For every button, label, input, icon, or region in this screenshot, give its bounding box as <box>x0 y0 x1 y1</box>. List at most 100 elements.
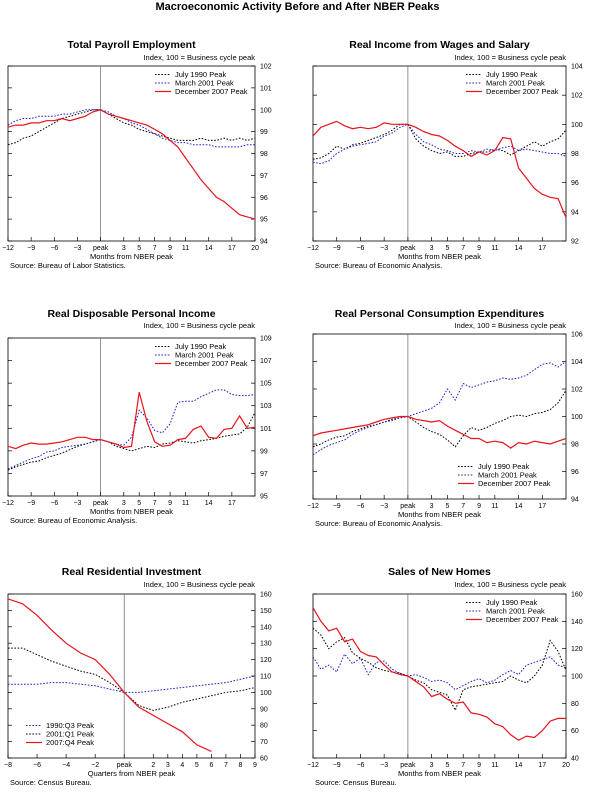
y-tick-label: 102 <box>571 93 583 100</box>
legend-label: 2001:Q1 Peak <box>46 730 94 739</box>
x-tick-label: 5 <box>445 503 449 510</box>
x-tick-label: 11 <box>491 245 498 252</box>
x-tick-label: 17 <box>538 245 546 252</box>
x-tick-label: −3 <box>380 245 388 252</box>
x-tick-label: −6 <box>50 245 58 252</box>
y-tick-label: 101 <box>260 85 272 92</box>
y-tick-label: 97 <box>260 173 268 180</box>
y-tick-label: 98 <box>571 442 579 449</box>
y-tick-label: 140 <box>571 619 583 626</box>
y-tick-label: 160 <box>260 592 272 599</box>
x-tick-label: peak <box>117 762 133 769</box>
x-tick-label: −12 <box>2 245 14 252</box>
chart-subtitle: Index, 100 = Business cycle peak <box>143 580 255 589</box>
x-tick-label: 7 <box>461 503 465 510</box>
legend-label: March 2001 Peak <box>175 79 234 88</box>
x-tick-label: −6 <box>356 762 364 769</box>
legend-label: 2007:Q4 Peak <box>46 738 94 747</box>
x-tick-label: −9 <box>27 245 35 252</box>
y-tick-label: 96 <box>260 195 268 202</box>
chart-title: Real Residential Investment <box>62 566 202 578</box>
legend-label: December 2007 Peak <box>486 615 559 624</box>
y-tick-label: 98 <box>260 151 268 158</box>
y-tick-label: 106 <box>571 332 583 339</box>
x-tick-label: 9 <box>477 762 481 769</box>
y-tick-label: 99 <box>260 129 268 136</box>
chart-title: Real Income from Wages and Salary <box>349 39 530 51</box>
y-tick-label: 99 <box>260 448 268 455</box>
x-tick-label: 11 <box>491 503 498 510</box>
y-tick-label: 104 <box>571 64 583 71</box>
series-line-1 <box>8 675 255 693</box>
x-tick-label: −6 <box>33 762 41 769</box>
x-tick-label: 7 <box>153 500 157 507</box>
x-tick-label: −9 <box>333 245 341 252</box>
y-tick-label: 150 <box>260 608 272 615</box>
x-tick-label: 7 <box>461 245 465 252</box>
y-tick-label: 97 <box>260 471 268 478</box>
y-tick-label: 94 <box>571 497 579 504</box>
legend-label: December 2007 Peak <box>175 359 248 368</box>
x-tick-label: 3 <box>166 762 170 769</box>
series-line-2 <box>8 389 255 470</box>
x-tick-label: −6 <box>50 500 58 507</box>
x-tick-label: peak <box>400 762 416 769</box>
legend-label: December 2007 Peak <box>478 479 551 488</box>
x-axis-label: Quarters from NBER peak <box>88 769 176 778</box>
x-tick-label: 7 <box>153 245 157 252</box>
chart-source: Source: Census Bureau. <box>10 778 92 787</box>
legend-label: March 2001 Peak <box>486 79 545 88</box>
chart-title: Sales of New Homes <box>388 566 491 578</box>
y-tick-label: 40 <box>571 756 579 763</box>
x-tick-label: 4 <box>180 762 184 769</box>
y-tick-label: 120 <box>571 646 583 653</box>
plot-frame <box>7 337 256 497</box>
x-tick-label: 5 <box>445 762 449 769</box>
x-tick-label: peak <box>400 245 416 252</box>
x-tick-label: 20 <box>251 245 259 252</box>
x-tick-label: 14 <box>205 500 213 507</box>
x-tick-label: −3 <box>73 245 81 252</box>
series-line-2 <box>313 123 566 165</box>
chart-subtitle: Index, 100 = Business cycle peak <box>454 321 566 330</box>
y-tick-label: 70 <box>260 739 268 746</box>
x-axis-label: Months from NBER peak <box>398 510 481 519</box>
chart-panel-1: Total Payroll Employment Index, 100 = Bus… <box>2 39 272 270</box>
x-tick-label: 2 <box>151 762 155 769</box>
chart-source: Source: Census Bureau. <box>315 778 397 787</box>
series-line-2 <box>8 647 255 711</box>
y-tick-label: 60 <box>571 728 579 735</box>
y-tick-label: 96 <box>571 469 579 476</box>
y-tick-label: 80 <box>260 723 268 730</box>
x-tick-label: peak <box>93 500 109 507</box>
x-tick-label: −12 <box>307 245 319 252</box>
x-tick-label: −12 <box>307 503 319 510</box>
y-tick-label: 100 <box>571 122 583 129</box>
x-tick-label: −9 <box>27 500 35 507</box>
y-tick-label: 94 <box>571 209 579 216</box>
x-tick-label: 5 <box>137 245 141 252</box>
x-tick-label: 5 <box>137 500 141 507</box>
y-tick-label: 107 <box>260 358 272 365</box>
x-tick-label: 9 <box>477 503 481 510</box>
x-axis-label: Months from NBER peak <box>90 507 173 516</box>
chart-subtitle: Index, 100 = Business cycle peak <box>454 53 566 62</box>
series-line-3 <box>313 607 566 741</box>
legend-label: July 1990 Peak <box>175 70 227 79</box>
series-line-3 <box>8 392 255 450</box>
chart-subtitle: Index, 100 = Business cycle peak <box>143 321 255 330</box>
chart-title: Total Payroll Employment <box>67 39 196 51</box>
chart-title: Real Personal Consumption Expenditures <box>335 308 545 320</box>
page-title: Macroeconomic Activity Before and After … <box>155 1 440 13</box>
x-tick-label: −8 <box>4 762 12 769</box>
x-tick-label: 3 <box>430 762 434 769</box>
x-tick-label: −6 <box>356 245 364 252</box>
x-axis-label: Months from NBER peak <box>398 252 481 261</box>
x-tick-label: −3 <box>380 762 388 769</box>
x-tick-label: 14 <box>515 762 523 769</box>
x-tick-label: peak <box>400 503 416 510</box>
